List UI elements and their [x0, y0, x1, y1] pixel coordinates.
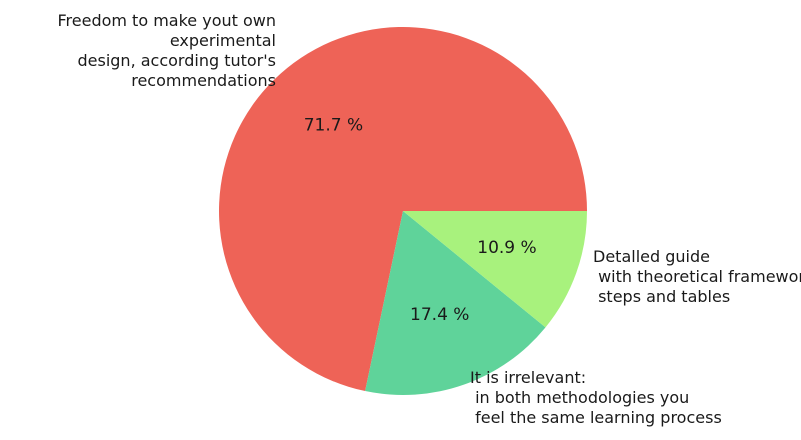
pie-slice-detailed-guide — [403, 211, 587, 328]
category-label-line: Freedom to make yout own — [57, 11, 276, 30]
pct-label-irrelevant: 17.4 % — [410, 305, 469, 325]
category-label-line: in both methodologies you — [470, 388, 689, 407]
pie-slices — [219, 27, 588, 395]
pct-label-freedom-design: 71.7 % — [304, 115, 363, 135]
pie-slice-freedom-design — [219, 27, 588, 392]
percentage-labels: 71.7 % 17.4 % 10.9 % — [304, 115, 537, 325]
category-label-line: with theoretical framework, — [593, 267, 801, 286]
pie-slice-irrelevant — [365, 211, 546, 395]
category-label-line: design, according tutor's — [77, 51, 276, 70]
category-label-irrelevant: It is irrelevant: in both methodologies … — [470, 368, 722, 427]
category-label-line: steps and tables — [593, 287, 730, 306]
category-labels: Freedom to make yout own experimental desi… — [57, 11, 801, 427]
category-label-line: feel the same learning process — [470, 408, 722, 427]
category-label-line: experimental — [170, 31, 276, 50]
category-label-line: recommendations — [131, 71, 276, 90]
category-label-freedom-design: Freedom to make yout own experimental desi… — [57, 11, 276, 90]
category-label-line: Detalled guide — [593, 247, 710, 266]
category-label-detailed-guide: Detalled guide with theoretical framewor… — [593, 247, 801, 306]
pct-label-detailed-guide: 10.9 % — [477, 238, 536, 258]
category-label-line: It is irrelevant: — [470, 368, 586, 387]
